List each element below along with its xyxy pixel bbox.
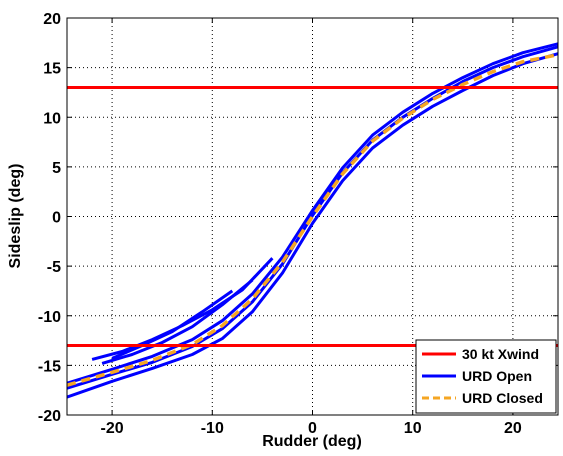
y-tick-label: 20 [43,11,61,28]
y-tick-label: 15 [43,61,61,78]
legend-label: URD Open [462,368,532,384]
urd-closed-line [67,52,558,387]
urd-open-line [67,52,558,399]
legend: 30 kt Xwind URD Open URD Closed [415,339,557,414]
x-axis-title: Rudder (deg) [262,433,362,450]
y-tick-label: 0 [52,210,61,227]
y-axis-title: Sideslip (deg) [7,164,24,269]
y-tick-label: -5 [47,259,61,276]
y-tick-label: -10 [38,309,61,326]
x-tick-label: 20 [504,420,522,437]
urd-open-line [67,42,558,385]
y-tick-label: 10 [43,110,61,127]
y-tick-label: -20 [38,408,61,425]
urd-open-line [101,278,254,365]
x-tick-label: 0 [308,420,317,437]
series-layer [67,42,558,399]
x-tick-label: -10 [201,420,224,437]
urd-open-line [111,289,234,360]
x-tick-label: -20 [101,420,124,437]
ticks: -20 -10 0 10 20 -20 -15 -10 -5 0 5 10 15 20 [38,11,558,437]
legend-label: 30 kt Xwind [462,346,539,362]
y-tick-label: 5 [52,160,61,177]
x-tick-label: 10 [404,420,422,437]
y-tick-label: -15 [38,358,61,375]
legend-label: URD Closed [462,390,543,406]
series-urd-closed [67,52,558,387]
